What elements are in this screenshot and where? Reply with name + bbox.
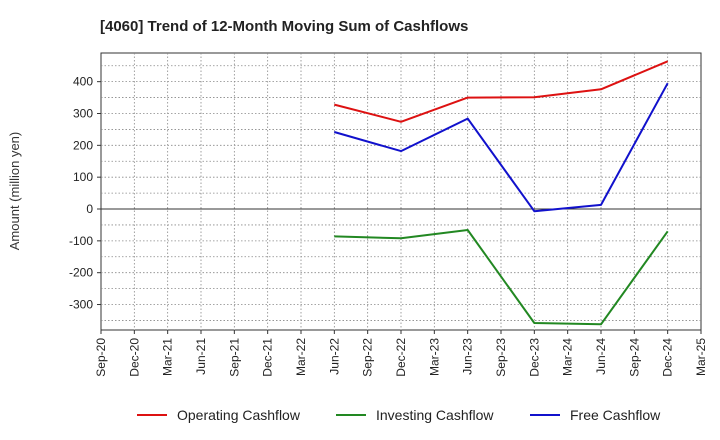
y-tick-label: -200: [69, 266, 93, 280]
legend: Operating Cashflow Investing Cashflow Free…: [137, 407, 661, 423]
x-tick-label: Dec-24: [661, 338, 675, 377]
legend-label-free-cashflow: Free Cashflow: [570, 407, 661, 423]
x-tick-label: Mar-23: [427, 338, 441, 376]
x-tick-label: Sep-24: [627, 338, 641, 377]
y-tick-label: 200: [73, 138, 93, 152]
x-tick-label: Sep-20: [94, 338, 108, 377]
legend-label-investing-cashflow: Investing Cashflow: [376, 407, 494, 423]
x-tick-label: Mar-25: [694, 338, 708, 376]
y-tick-label: -100: [69, 234, 93, 248]
series-line-operating-cashflow: [334, 60, 669, 123]
x-tick-label: Dec-20: [127, 338, 141, 377]
y-tick-label: 400: [73, 75, 93, 89]
x-tick-label: Jun-21: [194, 338, 208, 375]
y-tick-label: 0: [86, 202, 93, 216]
x-tick-label: Sep-22: [361, 338, 375, 377]
x-tick-label: Mar-24: [561, 338, 575, 376]
x-tick-label: Dec-21: [261, 338, 275, 377]
series-line-free-cashflow: [334, 82, 669, 213]
y-tick-labels: -300 -200 -100 0 100 200 300 400: [69, 75, 101, 312]
y-axis-label: Amount (million yen): [7, 132, 22, 251]
x-tick-label: Jun-22: [327, 338, 341, 375]
x-tick-label: Mar-22: [294, 338, 308, 376]
x-tick-label: Jun-23: [461, 338, 475, 375]
x-tick-label: Sep-23: [494, 338, 508, 377]
series-layer: [334, 60, 669, 326]
y-tick-label: 300: [73, 106, 93, 120]
x-tick-labels: Sep-20 Dec-20 Mar-21 Jun-21 Sep-21 Dec-21 Mar-…: [94, 330, 708, 377]
x-tick-label: Mar-21: [161, 338, 175, 376]
x-tick-label: Dec-22: [394, 338, 408, 377]
x-tick-label: Dec-23: [527, 338, 541, 377]
y-tick-label: 100: [73, 170, 93, 184]
series-line-investing-cashflow: [334, 229, 669, 326]
chart-title: [4060] Trend of 12-Month Moving Sum of C…: [100, 18, 468, 35]
x-tick-label: Jun-24: [594, 338, 608, 375]
y-tick-label: -300: [69, 298, 93, 312]
legend-label-operating-cashflow: Operating Cashflow: [177, 407, 301, 423]
x-tick-label: Sep-21: [227, 338, 241, 377]
grid-lines: [101, 53, 701, 330]
